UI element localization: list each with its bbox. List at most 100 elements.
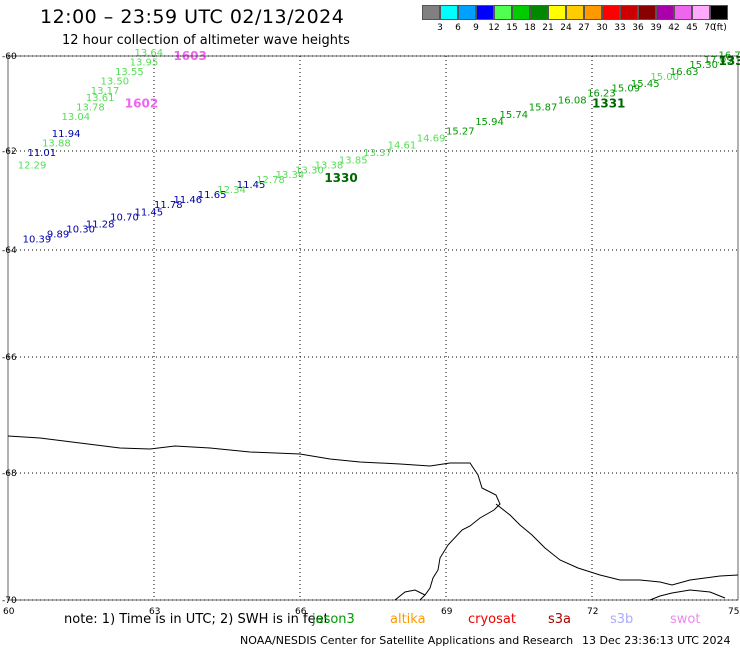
legend-label: 36	[632, 23, 644, 33]
latitude-label: -64	[2, 246, 17, 256]
satellite-name: altika	[390, 612, 426, 627]
wave-height-value: 13.64	[135, 48, 164, 59]
wave-height-value: 12.78	[256, 175, 285, 186]
wave-height-value: 13.50	[100, 77, 129, 88]
wave-height-value: 15.74	[500, 110, 529, 121]
coastline-southeast	[649, 589, 726, 601]
legend-swatch	[584, 5, 602, 20]
wave-height-value: 16.08	[558, 96, 587, 107]
wave-height-value: 15.94	[475, 117, 504, 128]
wave-height-value: 15.87	[529, 103, 558, 114]
legend-swatch	[602, 5, 620, 20]
satellite-name: s3b	[610, 612, 634, 627]
legend-swatch	[566, 5, 584, 20]
wave-height-value: 11.46	[173, 195, 202, 206]
wave-height-value: 16.63	[670, 67, 699, 78]
pass-number-label: 1602	[125, 97, 158, 111]
legend-label: 21	[542, 23, 554, 33]
legend-swatch	[458, 5, 476, 20]
wave-height-value: 15.00	[650, 72, 679, 83]
coastline	[7, 435, 739, 601]
wave-height-value: 14.69	[417, 134, 446, 145]
wave-height-value: 9.89	[47, 230, 69, 241]
satellite-name: jason3	[312, 612, 355, 627]
legend-swatch	[710, 5, 728, 20]
legend-label: 30	[596, 23, 608, 33]
wave-height-value: 16.23	[587, 88, 616, 99]
pass-number-label: 1332	[719, 54, 740, 68]
latitude-label: -70	[2, 596, 17, 606]
legend-label: 24	[560, 23, 572, 33]
legend-swatch	[692, 5, 710, 20]
wave-height-value: 10.30	[66, 225, 95, 236]
wave-height-value: 17.09	[704, 55, 733, 66]
legend-unit: (ft)	[713, 23, 727, 33]
legend-swatch	[512, 5, 530, 20]
credit-text: NOAA/NESDIS Center for Satellite Applica…	[240, 634, 574, 647]
wave-height-value: 15.45	[631, 79, 660, 90]
satellite-name: swot	[670, 612, 701, 627]
coastline-main	[7, 435, 501, 601]
wave-height-value: 13.37	[363, 148, 392, 159]
legend-swatch	[656, 5, 674, 20]
satellite-name: s3a	[548, 612, 572, 627]
wave-height-color-legend: 3 6 9 12 15 18 21 24 27 30 33 36 39 42 45 70 (ft)	[420, 4, 730, 36]
wave-height-value: 13.38	[315, 160, 344, 171]
coastline-south	[394, 589, 426, 601]
legend-swatch	[620, 5, 638, 20]
longitude-label: 63	[149, 607, 160, 617]
legend-label: 39	[650, 23, 662, 33]
created-timestamp: 13 Dec 23:36:13 UTC 2024	[582, 634, 731, 647]
wave-height-value: 11.01	[27, 148, 56, 159]
legend-label: 70	[704, 23, 716, 33]
wave-height-value: 10.70	[110, 212, 139, 223]
wave-height-value: 11.65	[198, 190, 227, 201]
footer-note: note: 1) Time is in UTC; 2) SWH is in fe…	[64, 612, 329, 627]
legend-swatch	[674, 5, 692, 20]
legend-swatch	[638, 5, 656, 20]
latitude-label: -62	[2, 147, 17, 157]
wave-height-value: 13.17	[91, 86, 120, 97]
satellite-name: cryosat	[468, 612, 516, 627]
legend-label: 45	[686, 23, 698, 33]
legend-swatch	[476, 5, 494, 20]
pass-number-label: 1330	[324, 171, 357, 185]
legend-label: 18	[524, 23, 536, 33]
wave-height-value: 13.61	[86, 93, 115, 104]
wave-height-value: 15.30	[689, 60, 718, 71]
wave-height-value: 13.78	[76, 103, 105, 114]
wave-height-value: 13.85	[339, 155, 368, 166]
wave-height-value: 10.39	[23, 235, 52, 246]
latitude-label: -66	[2, 353, 17, 363]
legend-swatch	[548, 5, 566, 20]
lat-lon-grid	[8, 55, 738, 601]
legend-label: 3	[437, 23, 443, 33]
longitude-label: 72	[587, 607, 598, 617]
wave-height-value: 12.29	[18, 160, 47, 171]
wave-height-value: 11.28	[86, 220, 115, 231]
wave-height-value: 12.34	[217, 185, 246, 196]
legend-label: 33	[614, 23, 626, 33]
longitude-label: 75	[728, 607, 739, 617]
legend-swatch	[422, 5, 440, 20]
longitude-label: 60	[3, 607, 15, 617]
wave-height-value: 11.45	[237, 180, 266, 191]
legend-swatch	[440, 5, 458, 20]
wave-height-value: 11.94	[52, 129, 81, 140]
legend-label: 9	[473, 23, 479, 33]
longitude-label: 66	[295, 607, 307, 617]
map-frame	[7, 55, 739, 601]
wave-height-value: 13.88	[42, 138, 71, 149]
page-title: 12:00 – 23:59 UTC 02/13/2024	[40, 6, 345, 28]
longitude-label: 69	[441, 607, 453, 617]
coastline-east	[495, 503, 739, 586]
latitude-label: -68	[2, 469, 17, 479]
wave-height-value: 14.61	[388, 141, 417, 152]
wave-height-value: 13.30	[295, 165, 324, 176]
legend-label: 6	[455, 23, 461, 33]
pass-number-label: 1331	[592, 97, 625, 111]
wave-height-value: 11.45	[135, 207, 164, 218]
legend-label: 42	[668, 23, 680, 33]
